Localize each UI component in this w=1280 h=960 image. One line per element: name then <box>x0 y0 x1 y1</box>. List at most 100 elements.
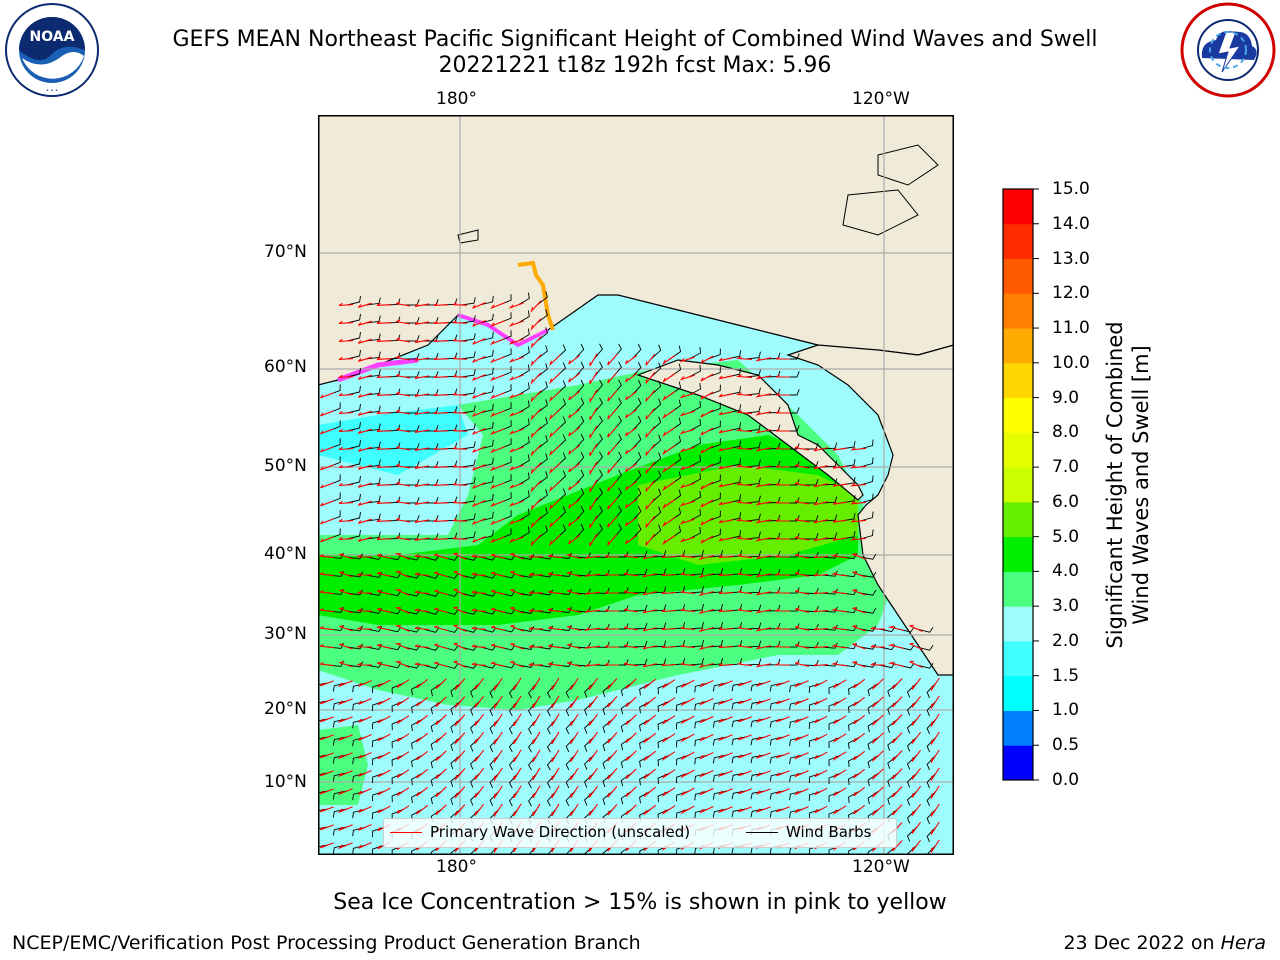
wave-direction-arrow <box>338 536 354 541</box>
wave-direction-arrow <box>530 390 542 403</box>
wave-direction-arrow <box>434 589 448 596</box>
wind-barb <box>887 682 899 697</box>
wind-barb <box>332 682 348 692</box>
wind-barb <box>906 700 918 716</box>
wind-barb <box>745 405 761 414</box>
wind-barb <box>489 700 500 717</box>
wind-barb <box>593 469 603 486</box>
lat-label-10n: 10°N <box>264 772 307 792</box>
wind-barb <box>391 682 405 695</box>
wave-direction-arrow <box>661 751 676 762</box>
lat-label-60n: 60°N <box>264 357 307 377</box>
wave-direction-arrow <box>453 552 467 560</box>
wind-barb <box>926 826 937 843</box>
wind-barb <box>391 754 405 767</box>
wave-direction-arrow <box>625 426 638 437</box>
wind-barb <box>352 700 367 711</box>
wave-direction-arrow <box>376 482 392 486</box>
wave-direction-arrow <box>625 768 637 779</box>
wave-direction-arrow <box>435 732 447 743</box>
wind-barb <box>332 808 348 818</box>
wind-barb <box>859 643 877 650</box>
wind-barb <box>650 416 662 432</box>
wave-direction-arrow <box>892 732 903 744</box>
wind-barb <box>346 607 364 614</box>
wave-direction-arrow <box>604 572 619 576</box>
wave-direction-arrow <box>549 534 561 547</box>
wave-direction-arrow <box>474 695 485 708</box>
wave-direction-arrow <box>662 409 676 420</box>
wind-barb <box>745 622 762 630</box>
wave-direction-arrow <box>930 839 940 854</box>
wave-direction-arrow <box>453 660 467 668</box>
wind-barb <box>688 567 705 576</box>
legend-wind-label: Wind Barbs <box>786 823 872 841</box>
wave-direction-arrow <box>395 319 410 325</box>
wind-barb <box>750 700 766 710</box>
wave-direction-arrow <box>549 480 561 493</box>
wind-barb <box>450 790 462 806</box>
wave-direction-arrow <box>755 716 771 723</box>
wave-direction-arrow <box>698 662 714 669</box>
wave-direction-arrow <box>680 554 696 559</box>
wave-direction-arrow <box>735 482 753 486</box>
wave-direction-arrow <box>584 609 600 613</box>
wave-direction-arrow <box>472 391 486 399</box>
wave-direction-arrow <box>489 302 505 310</box>
wave-field-sw-patch <box>318 725 368 805</box>
wind-barb <box>867 718 880 733</box>
wind-barb <box>517 608 535 615</box>
wave-direction-arrow <box>570 785 579 798</box>
wave-direction-arrow <box>930 749 940 764</box>
wave-direction-arrow <box>607 372 618 384</box>
wind-barb <box>508 700 519 717</box>
wave-direction-arrow <box>680 733 695 743</box>
wind-barb <box>789 772 804 783</box>
wind-barb <box>528 718 538 735</box>
wind-barb <box>859 493 874 504</box>
wave-direction-arrow <box>472 481 486 489</box>
wind-barb <box>712 790 728 800</box>
wind-barb <box>450 700 462 716</box>
wave-direction-arrow <box>755 393 772 398</box>
wind-barb <box>391 700 405 713</box>
wind-barb <box>318 754 329 758</box>
wave-direction-arrow <box>339 571 353 578</box>
wind-barb <box>365 351 381 360</box>
wave-direction-arrow <box>414 393 429 397</box>
wave-height-map[interactable] <box>318 115 954 855</box>
wave-direction-arrow <box>830 571 847 577</box>
colorbar-tick-label: 1.5 <box>1052 665 1080 686</box>
wave-direction-arrow <box>454 768 466 781</box>
wave-direction-arrow <box>567 643 581 650</box>
wave-direction-arrow <box>319 644 335 649</box>
wave-direction-arrow <box>568 354 581 365</box>
wind-barb <box>650 470 662 486</box>
wave-direction-arrow <box>662 391 676 402</box>
wave-direction-arrow <box>625 372 638 383</box>
wave-direction-arrow <box>680 644 696 649</box>
wave-direction-arrow <box>337 680 353 688</box>
wave-direction-arrow <box>814 787 828 796</box>
wave-direction-arrow <box>793 716 809 724</box>
wave-direction-arrow <box>493 695 503 710</box>
wave-direction-arrow <box>853 786 866 797</box>
wave-direction-arrow <box>662 517 676 528</box>
wave-direction-arrow <box>376 392 392 396</box>
wind-barb <box>584 718 595 734</box>
wave-direction-arrow <box>794 463 809 469</box>
wave-direction-arrow <box>738 788 752 795</box>
wave-direction-arrow <box>755 483 772 488</box>
wave-direction-arrow <box>510 607 524 614</box>
wave-direction-arrow <box>320 428 334 435</box>
wave-direction-arrow <box>513 695 522 709</box>
wave-direction-arrow <box>700 517 714 526</box>
wind-barb <box>859 625 877 632</box>
wind-barb <box>517 554 535 561</box>
wave-direction-arrow <box>584 627 600 631</box>
wave-direction-arrow <box>416 804 429 815</box>
wave-direction-arrow <box>832 465 847 469</box>
wave-direction-arrow <box>830 589 847 595</box>
wave-direction-arrow <box>551 713 560 727</box>
wave-direction-arrow <box>830 625 847 631</box>
